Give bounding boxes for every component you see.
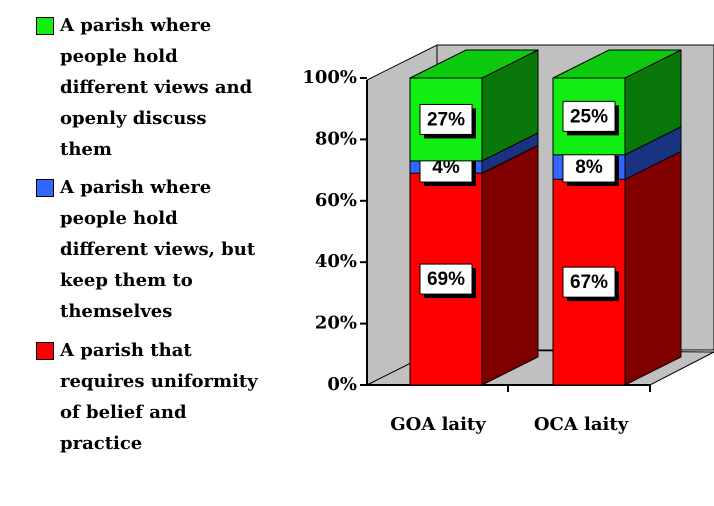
legend-label: A parish that requires uniformity of bel… xyxy=(60,340,258,454)
data-label: 25% xyxy=(570,106,608,127)
y-tick-label: 0% xyxy=(327,374,357,395)
data-label: 27% xyxy=(427,109,465,130)
y-tick-label: 60% xyxy=(315,190,357,211)
legend-item: A parish that requires uniformity of bel… xyxy=(36,335,276,459)
legend-swatch xyxy=(36,17,54,35)
legend-swatch xyxy=(36,342,54,360)
legend-item: A parish where people hold different vie… xyxy=(36,172,276,327)
data-label: 4% xyxy=(432,157,460,178)
legend-swatch xyxy=(36,179,54,197)
bar-top xyxy=(552,49,682,79)
legend-label: A parish where people hold different vie… xyxy=(60,15,253,160)
data-label: 67% xyxy=(570,272,608,293)
bar-side xyxy=(481,144,539,386)
bar-top xyxy=(409,49,539,79)
y-tick-label: 80% xyxy=(315,128,357,149)
label-box xyxy=(419,263,473,295)
y-tick-label: 20% xyxy=(315,313,357,334)
y-tick-label: 40% xyxy=(315,251,357,272)
y-tick-label: 100% xyxy=(302,67,357,88)
label-box xyxy=(562,266,616,298)
data-label: 8% xyxy=(575,157,603,178)
label-box xyxy=(562,100,616,132)
label-box xyxy=(562,151,616,183)
bar-side xyxy=(624,150,682,386)
x-tick-label: GOA laity xyxy=(390,414,486,435)
label-box xyxy=(419,103,473,135)
legend-label: A parish where people hold different vie… xyxy=(60,177,256,322)
x-tick-label: OCA laity xyxy=(534,414,629,435)
data-label: 69% xyxy=(427,269,465,290)
legend-item: A parish where people hold different vie… xyxy=(36,10,276,165)
